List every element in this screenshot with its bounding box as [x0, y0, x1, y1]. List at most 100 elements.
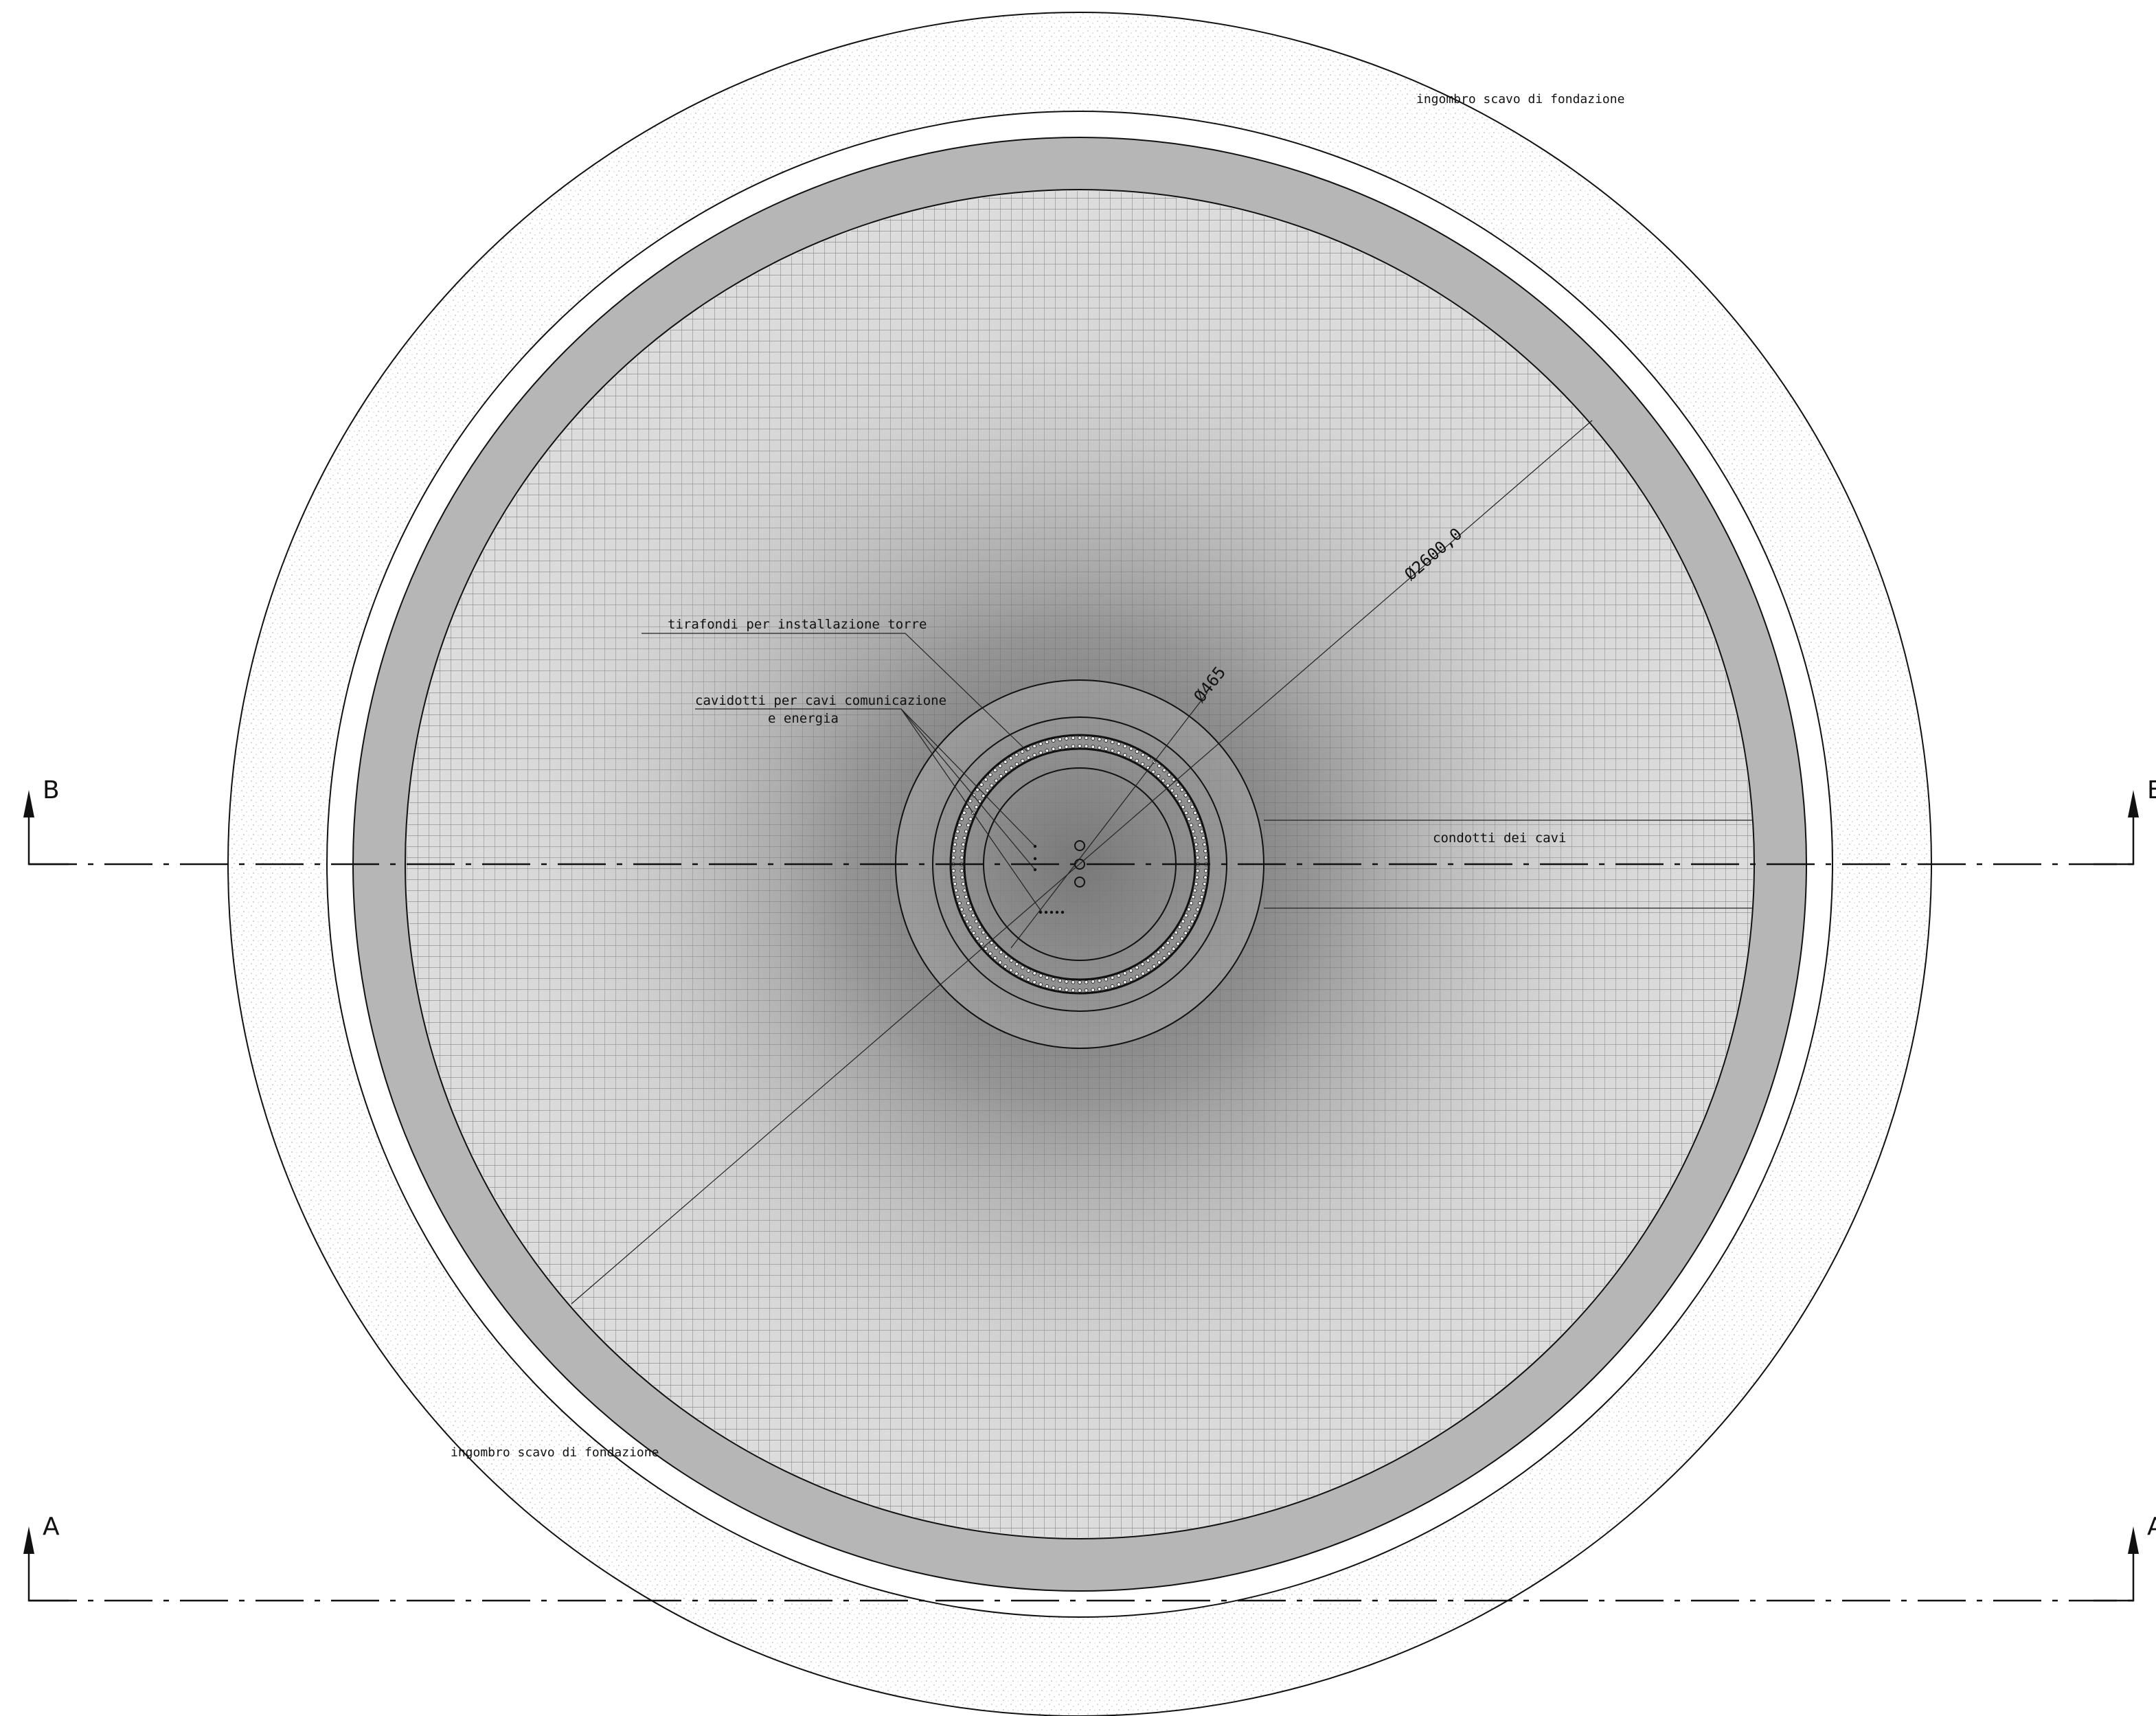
anchor-bolt — [954, 888, 958, 893]
anchor-bolt — [1051, 986, 1056, 990]
anchor-bolt — [1183, 931, 1188, 935]
anchor-bolt — [968, 907, 973, 912]
anchor-bolt — [1151, 769, 1155, 774]
anchor-bolt — [1014, 762, 1019, 767]
anchor-bolt — [951, 855, 956, 860]
anchor-bolt — [1196, 817, 1200, 821]
anchor-bolt — [1004, 954, 1008, 959]
anchor-bolt — [1176, 782, 1180, 787]
anchor-bolt — [1199, 894, 1204, 899]
anchor-bolt — [1123, 980, 1127, 984]
anchor-bolt — [1084, 988, 1089, 993]
anchor-bolt — [1195, 875, 1199, 880]
anchor-bolt — [1026, 747, 1030, 751]
anchor-bolt — [1039, 750, 1043, 755]
anchor-bolt — [1032, 980, 1036, 984]
anchor-bolt — [1177, 925, 1182, 929]
anchor-bolt — [1171, 778, 1176, 782]
anchor-bolt — [961, 882, 966, 886]
label-anchor-bolts: tirafondi per installazione torre — [668, 617, 927, 632]
anchor-bolt — [1098, 737, 1102, 742]
duct-dots-group — [1033, 844, 1065, 914]
anchor-bolt — [1026, 969, 1031, 973]
anchor-bolt — [1021, 965, 1025, 970]
anchor-bolt — [988, 951, 992, 956]
dimension-line-outer-diameter — [571, 420, 1593, 1305]
anchor-bolt — [968, 817, 973, 821]
anchor-bolt — [993, 768, 997, 773]
anchor-bolt — [1014, 962, 1019, 967]
anchor-bolt — [1058, 978, 1062, 983]
anchor-bolt — [974, 805, 979, 809]
anchor-bolt — [1104, 977, 1109, 982]
anchor-bolt — [975, 936, 979, 940]
anchor-bolt — [1187, 925, 1192, 929]
anchor-bolt — [1071, 980, 1076, 984]
anchor-bolt — [1203, 875, 1207, 879]
anchor-bolt — [957, 823, 962, 827]
anchor-bolt — [1104, 747, 1109, 752]
anchor-bolt — [961, 842, 966, 846]
anchor-bolt — [1174, 793, 1179, 798]
anchor-bolt — [1189, 823, 1194, 827]
section-b-left-bracket — [27, 817, 69, 866]
anchor-bolt — [1181, 805, 1185, 809]
anchor-bolt — [1026, 756, 1031, 760]
anchor-bolt — [1201, 835, 1205, 840]
leader-ducts-2 — [900, 708, 1036, 870]
section-b-right-arrow — [2128, 790, 2139, 817]
label-cable-conduits: condotti dei cavi — [1433, 831, 1566, 846]
anchor-bolt — [1039, 982, 1043, 986]
anchor-bolt — [1104, 986, 1109, 990]
anchor-bolt — [1091, 736, 1095, 741]
anchor-bolt — [960, 855, 964, 860]
anchor-bolt — [985, 789, 990, 793]
anchor-bolt — [1003, 964, 1008, 969]
anchor-bolt — [984, 947, 988, 951]
anchor-bolt — [1021, 758, 1025, 763]
section-label-b-right: B — [2147, 776, 2156, 804]
anchor-bolt — [1157, 960, 1161, 964]
anchor-bolt — [1032, 753, 1036, 757]
anchor-bolt — [1051, 977, 1056, 982]
anchor-bolt — [1191, 829, 1196, 834]
section-label-a-right: A — [2147, 1513, 2156, 1541]
anchor-bolt — [1058, 986, 1062, 991]
section-a-right-arrow — [2128, 1526, 2139, 1554]
anchor-bolt — [1201, 888, 1205, 893]
anchor-bolt — [968, 799, 973, 803]
anchor-bolt — [966, 823, 971, 827]
anchor-bolt — [960, 868, 964, 873]
anchor-bolt — [1045, 748, 1049, 753]
anchor-bolt — [977, 925, 982, 929]
anchor-bolt — [1091, 988, 1095, 992]
anchor-bolt — [981, 930, 986, 935]
anchor-bolt — [1071, 736, 1076, 741]
dimension-line-inner-diameter — [1010, 692, 1208, 949]
label-excavation-bottom: ingombro scavo di fondazione — [451, 1445, 659, 1460]
anchor-bolt — [1135, 965, 1139, 970]
anchor-bolt — [1198, 901, 1202, 905]
anchor-bolt — [966, 901, 971, 905]
anchor-bolt — [1117, 750, 1121, 755]
anchor-bolt — [1135, 975, 1139, 979]
anchor-bolt — [1195, 855, 1200, 860]
anchor-bolt — [1203, 868, 1208, 873]
anchor-bolt — [1051, 738, 1056, 743]
anchor-bolt — [1161, 945, 1166, 950]
anchor-bolt — [1117, 982, 1121, 986]
anchor-bolt — [1071, 744, 1076, 749]
anchor-bolt — [1091, 980, 1096, 984]
anchor-bolt — [1141, 752, 1145, 757]
anchor-bolt — [1098, 986, 1102, 991]
anchor-bolt — [1141, 971, 1145, 976]
anchor-bolt — [965, 919, 969, 924]
anchor-bolt — [1071, 988, 1076, 993]
anchor-bolt — [1157, 764, 1161, 768]
anchor-bolt — [975, 788, 979, 792]
anchor-bolt — [1078, 736, 1082, 740]
anchor-bolt — [1110, 748, 1115, 753]
anchor-bolt — [1039, 973, 1043, 978]
anchor-bolt — [1184, 811, 1188, 815]
anchor-bolt — [1192, 835, 1197, 840]
